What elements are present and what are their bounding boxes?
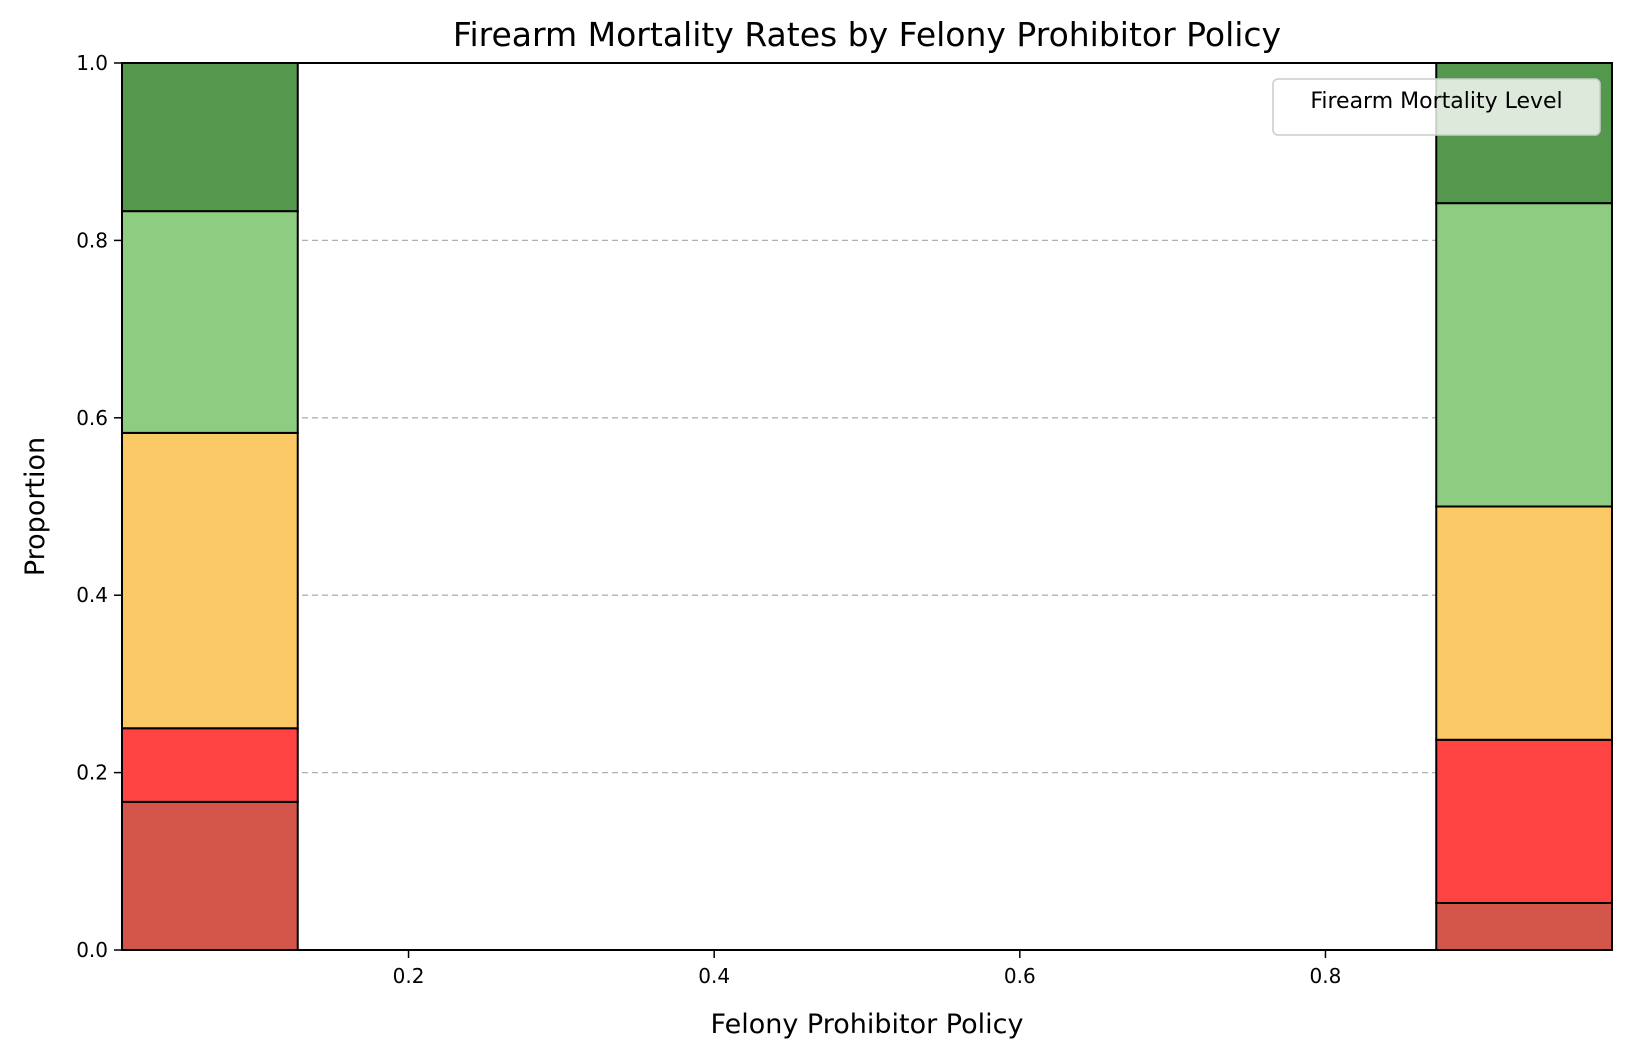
y-tick-label: 0.2 (76, 761, 108, 785)
x-tick-label: 0.2 (393, 964, 425, 988)
legend-title: Firearm Mortality Level (1310, 89, 1562, 114)
bar-segment-0-0 (121, 800, 299, 951)
x-axis-label: Felony Prohibitor Policy (711, 1009, 1024, 1040)
y-tick-label: 0.0 (76, 938, 108, 962)
bar-segment-0-2 (121, 431, 299, 730)
grid-lines (122, 239, 1612, 774)
axis-ticks: 0.2 0.4 0.6 0.8 0.0 0.2 0.4 0.6 0.8 1.0 (76, 51, 1341, 988)
bar-segment-0-3 (121, 210, 299, 434)
x-tick-label: 0.6 (1004, 964, 1036, 988)
bar-segment-1-1 (1435, 738, 1614, 904)
bar-segment-1-0 (1435, 901, 1614, 952)
bar-segment-1-3 (1435, 202, 1614, 508)
bar-segment-1-2 (1435, 505, 1614, 741)
y-axis-label: Proportion (20, 437, 51, 576)
y-tick-label: 1.0 (76, 51, 108, 75)
x-tick-label: 0.4 (698, 964, 730, 988)
legend: Firearm Mortality Level (1272, 78, 1601, 136)
y-tick-label: 0.4 (76, 583, 108, 607)
stacked-bars (121, 62, 1614, 952)
y-tick-label: 0.6 (76, 406, 108, 430)
legend-box (1272, 78, 1601, 136)
x-tick-label: 0.8 (1310, 964, 1342, 988)
bar-segment-0-4 (121, 62, 299, 213)
bar-segment-0-1 (121, 727, 299, 803)
chart-title: Firearm Mortality Rates by Felony Prohib… (453, 15, 1281, 54)
plot-frame (121, 62, 1613, 951)
y-tick-label: 0.8 (76, 228, 108, 252)
